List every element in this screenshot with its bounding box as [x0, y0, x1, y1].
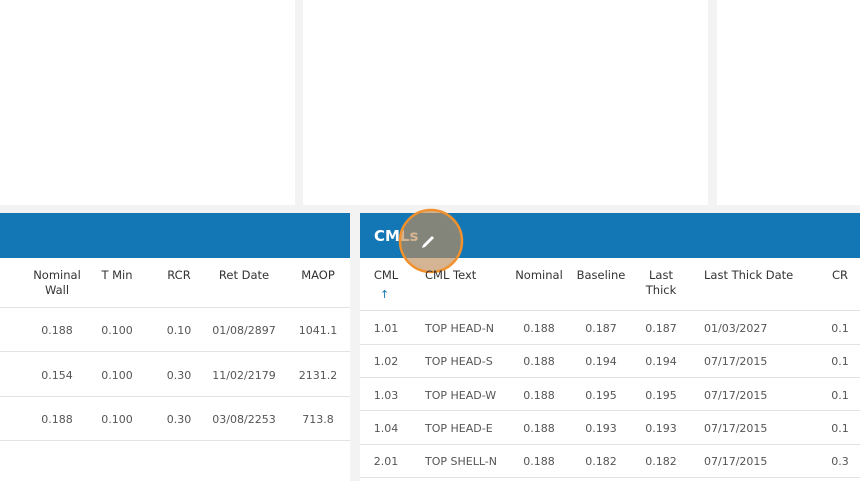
column-header: Last Thick Date — [704, 268, 794, 282]
row-separator — [360, 410, 860, 412]
table-cell: TOP HEAD-W — [425, 388, 497, 402]
table-cell: 1.04 — [373, 421, 399, 435]
table-cell: 0.182 — [585, 455, 617, 469]
column-header: Nominal — [515, 268, 563, 282]
table-cell: 0.195 — [585, 388, 617, 402]
table-cell: 07/17/2015 — [704, 355, 768, 369]
row-separator — [360, 310, 860, 312]
table-cell: 0.30 — [166, 413, 192, 426]
table-cell: 07/17/2015 — [704, 455, 768, 469]
table-cell: 0.195 — [645, 388, 677, 402]
table-cell: 0.1 — [831, 388, 849, 402]
column-header: Baseline — [576, 268, 626, 282]
table-cell: 0.194 — [645, 355, 677, 369]
table-cell: 0.3 — [831, 455, 849, 469]
column-header: CR — [831, 268, 849, 282]
table-cell: 0.100 — [101, 413, 133, 426]
table-cell: 0.188 — [523, 355, 555, 369]
column-header: Last Thick — [645, 268, 677, 297]
row-separator — [0, 351, 350, 353]
edit-icon[interactable] — [422, 236, 434, 248]
sort-arrow: ↑ — [380, 288, 390, 301]
table-cell: TOP HEAD-N — [425, 322, 494, 335]
table-cell: TOP HEAD-E — [425, 421, 493, 435]
table-cell: 01/03/2027 — [704, 322, 768, 335]
table-cell: 01/08/2897 — [212, 324, 276, 337]
row-separator — [360, 343, 860, 345]
table-cell: 0.188 — [523, 421, 555, 435]
table-cell: 0.188 — [41, 413, 73, 426]
table-cell: 03/08/2253 — [212, 413, 276, 426]
table-cell: 1.01 — [373, 322, 399, 335]
table-cell: 0.182 — [645, 455, 677, 469]
row-separator — [360, 376, 860, 378]
cursor-highlight — [398, 208, 464, 274]
table-cell: 0.100 — [101, 368, 133, 382]
table-cell: 11/02/2179 — [212, 368, 276, 382]
table-cell: 0.30 — [166, 368, 192, 382]
table-cell: 0.10 — [166, 324, 192, 337]
column-header: Nominal Wall — [33, 268, 81, 297]
table-cell: 0.154 — [41, 368, 73, 382]
table-cell: 2131.2 — [298, 368, 338, 382]
panel — [303, 0, 708, 205]
table-cell: 1.02 — [373, 355, 399, 369]
table-cell: 713.8 — [302, 413, 334, 426]
row-separator — [0, 306, 350, 308]
table-cell: 0.1 — [831, 355, 849, 369]
table-cell: 0.187 — [645, 322, 677, 335]
left-table-panel — [0, 213, 350, 481]
table-cell: TOP SHELL-N — [425, 455, 497, 469]
row-separator — [0, 440, 350, 442]
table-cell: 0.1 — [831, 421, 849, 435]
table-cell: 0.193 — [585, 421, 617, 435]
table-cell: 0.188 — [523, 455, 555, 469]
table-cell: 0.188 — [523, 388, 555, 402]
column-header: CML Text — [425, 268, 477, 282]
column-header: Ret Date — [218, 268, 270, 282]
row-separator — [360, 443, 860, 445]
table-cell: 07/17/2015 — [704, 388, 768, 402]
panel — [717, 0, 860, 205]
table-cell: TOP HEAD-S — [425, 355, 493, 369]
table-cell: 0.100 — [101, 324, 133, 337]
table-cell: 0.193 — [645, 421, 677, 435]
column-header: T Min — [101, 268, 133, 282]
table-cell: 07/17/2015 — [704, 421, 768, 435]
column-header: MAOP — [301, 268, 335, 282]
table-cell: 0.188 — [523, 322, 555, 335]
table-cell: 0.188 — [41, 324, 73, 337]
panel-header — [0, 213, 350, 258]
table-cell: 2.01 — [373, 455, 399, 469]
column-header: CML — [373, 268, 399, 282]
row-separator — [360, 476, 860, 478]
row-separator — [0, 395, 350, 397]
table-cell: 1041.1 — [298, 324, 338, 337]
table-cell: 1.03 — [373, 388, 399, 402]
panel — [0, 0, 295, 205]
table-cell: 0.1 — [831, 322, 849, 335]
table-cell: 0.187 — [585, 322, 617, 335]
column-header: RCR — [167, 268, 191, 282]
table-cell: 0.194 — [585, 355, 617, 369]
